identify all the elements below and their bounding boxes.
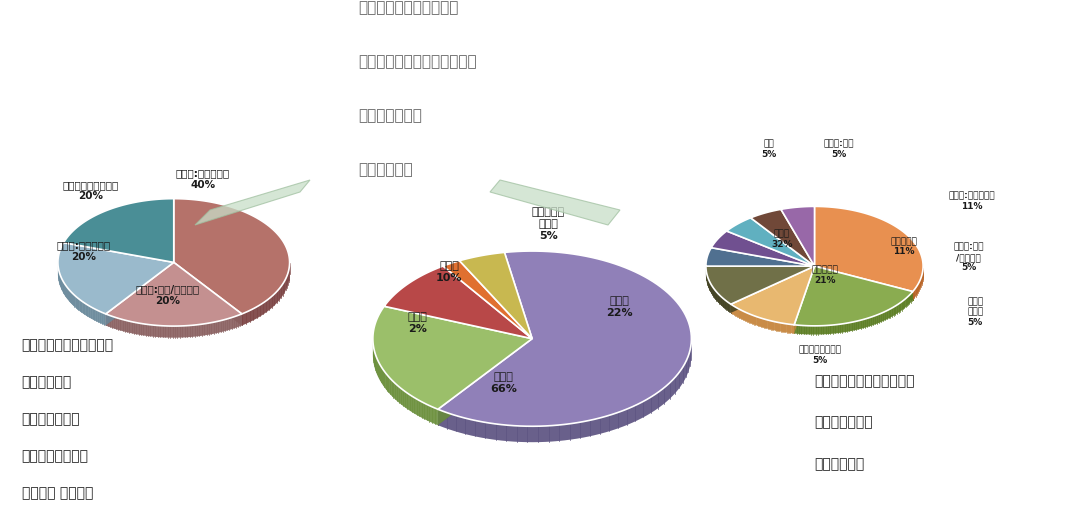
Polygon shape: [64, 199, 174, 263]
Text: 東日本旅客鉄道株式会社: 東日本旅客鉄道株式会社: [22, 338, 114, 352]
Text: スズキ株式会社: スズキ株式会社: [22, 412, 80, 426]
Ellipse shape: [58, 210, 290, 337]
Text: 応用化学専攻含: 応用化学専攻含: [358, 108, 422, 123]
Polygon shape: [490, 180, 620, 225]
Polygon shape: [912, 267, 923, 300]
Polygon shape: [731, 266, 814, 325]
Polygon shape: [794, 266, 814, 333]
Text: （修士課程）: （修士課程）: [358, 162, 413, 177]
Polygon shape: [438, 339, 532, 425]
Text: 教員
5%: 教員 5%: [761, 139, 776, 159]
Polygon shape: [706, 266, 814, 275]
Polygon shape: [711, 231, 814, 266]
Polygon shape: [438, 339, 532, 425]
Text: 製造業:はん用機械
11%: 製造業:はん用機械 11%: [949, 191, 995, 211]
Ellipse shape: [372, 267, 692, 442]
Polygon shape: [794, 266, 814, 333]
Text: 東レ株式会社: 東レ株式会社: [22, 375, 72, 389]
Polygon shape: [781, 206, 814, 266]
Polygon shape: [814, 206, 923, 292]
Polygon shape: [372, 339, 438, 425]
Polygon shape: [174, 263, 242, 326]
Text: 製造業:電子/デバイス
20%: 製造業:電子/デバイス 20%: [136, 284, 200, 306]
Polygon shape: [443, 261, 532, 339]
Polygon shape: [58, 263, 105, 326]
Text: イビデン株式会社: イビデン株式会社: [22, 449, 89, 463]
Polygon shape: [731, 304, 794, 333]
Text: 笛吹市役所等: 笛吹市役所等: [814, 457, 864, 471]
Ellipse shape: [706, 215, 923, 334]
Polygon shape: [438, 340, 692, 442]
Polygon shape: [814, 266, 912, 300]
Polygon shape: [372, 306, 532, 409]
Polygon shape: [750, 210, 814, 266]
Text: 電気・ガス・水道業
20%: 電気・ガス・水道業 20%: [62, 180, 118, 201]
Text: 卸・小売業
11%: 卸・小売業 11%: [891, 237, 917, 256]
Text: 製造業:電子
/デバイス
5%: 製造業:電子 /デバイス 5%: [954, 242, 984, 272]
Polygon shape: [706, 266, 814, 304]
Text: 教育・学習
支援業
5%: 教育・学習 支援業 5%: [531, 207, 565, 241]
Polygon shape: [731, 266, 814, 313]
Polygon shape: [174, 263, 242, 326]
Text: サービス業
21%: サービス業 21%: [812, 265, 838, 284]
Polygon shape: [174, 199, 290, 314]
Polygon shape: [105, 263, 242, 326]
Polygon shape: [731, 266, 814, 313]
Text: 製造業:化学工業等
40%: 製造業:化学工業等 40%: [176, 168, 230, 190]
Text: グリーンエネルギー変換: グリーンエネルギー変換: [358, 0, 458, 15]
Polygon shape: [706, 248, 814, 266]
Text: 教育・学習支援業
5%: 教育・学習支援業 5%: [798, 345, 842, 365]
Text: その他
2%: その他 2%: [407, 312, 428, 333]
Text: 大学院
66%: 大学院 66%: [490, 372, 517, 394]
Text: 企業等
22%: 企業等 22%: [606, 296, 633, 318]
Text: 製造業:輸送用機械
20%: 製造業:輸送用機械 20%: [56, 240, 111, 262]
Text: 株式会社 東ソー等: 株式会社 東ソー等: [22, 487, 93, 501]
Polygon shape: [105, 263, 174, 326]
Text: 製造業:繊維
5%: 製造業:繊維 5%: [823, 139, 854, 159]
Polygon shape: [794, 266, 912, 326]
Polygon shape: [105, 314, 242, 337]
Polygon shape: [706, 266, 731, 313]
Text: 日邦プレシジョン株式会社: 日邦プレシジョン株式会社: [814, 374, 915, 388]
Polygon shape: [814, 266, 912, 300]
Polygon shape: [438, 251, 692, 426]
Text: 工学特別教育プログラム専攻: 工学特別教育プログラム専攻: [358, 54, 477, 69]
Text: 公務員
32%: 公務員 32%: [771, 229, 793, 249]
Polygon shape: [727, 218, 814, 266]
Polygon shape: [195, 180, 310, 225]
Polygon shape: [242, 263, 290, 326]
Polygon shape: [794, 292, 912, 334]
Text: 運輸・
郵便業
5%: 運輸・ 郵便業 5%: [968, 297, 983, 327]
Polygon shape: [58, 243, 174, 314]
Polygon shape: [105, 263, 174, 326]
Polygon shape: [706, 266, 814, 275]
Polygon shape: [459, 252, 532, 339]
Text: 甲府商工会議所: 甲府商工会議所: [814, 415, 873, 430]
Polygon shape: [384, 266, 532, 339]
Text: 公務員
10%: 公務員 10%: [437, 261, 463, 282]
